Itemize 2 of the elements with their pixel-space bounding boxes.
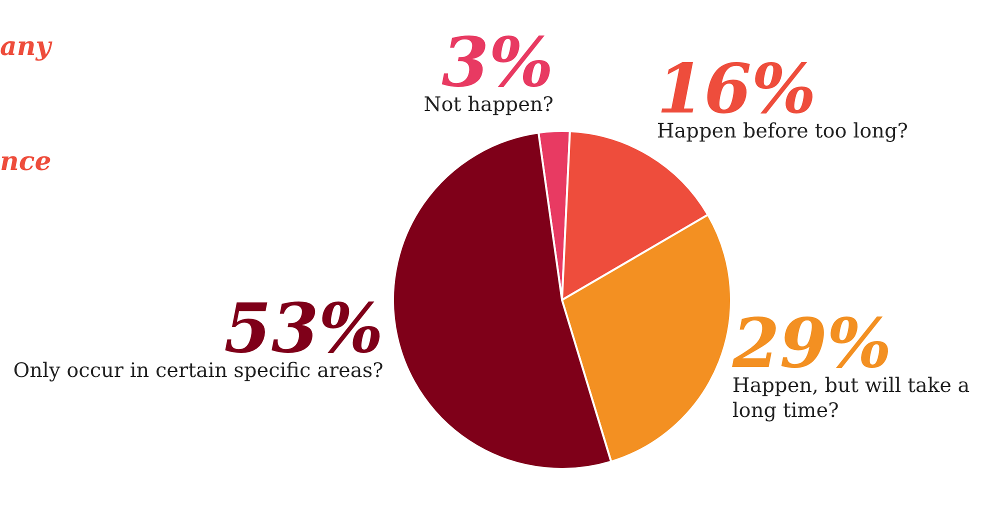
text: nce <box>0 147 52 177</box>
text: any <box>0 32 53 62</box>
